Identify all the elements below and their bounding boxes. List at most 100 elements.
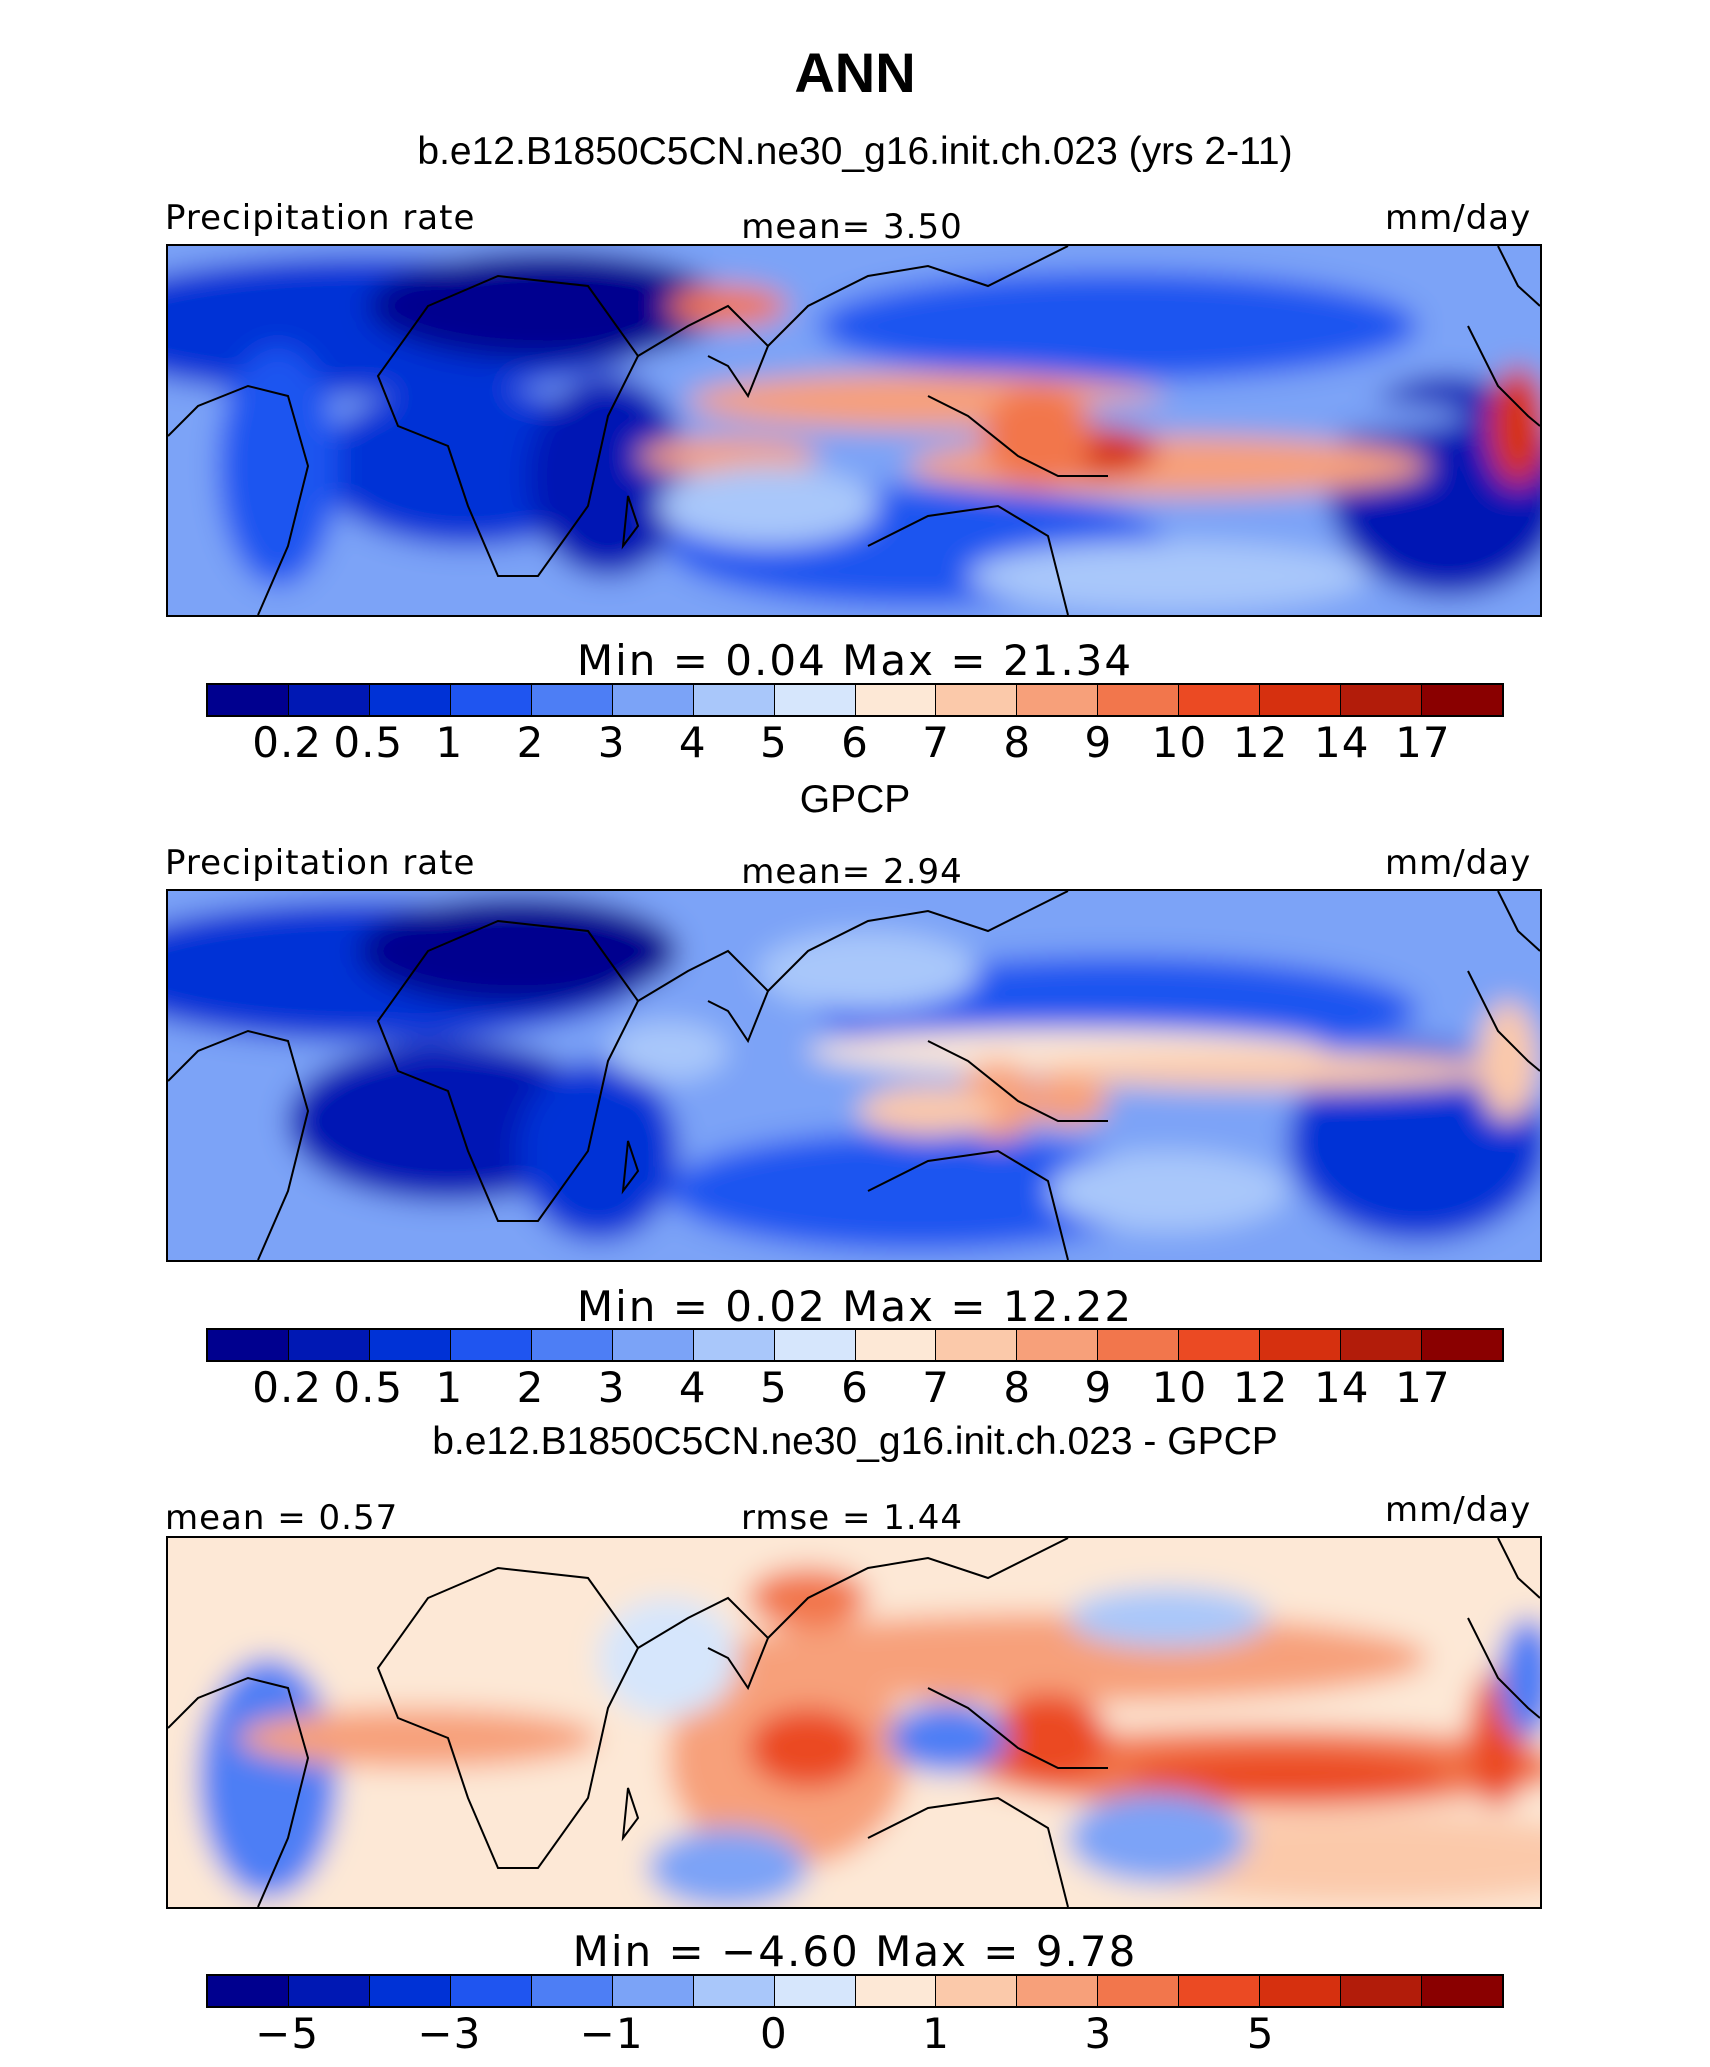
colorbar-tick-label: 8 <box>1003 718 1032 767</box>
colorbar-tick-label: 3 <box>597 1363 626 1412</box>
colorbar-swatch <box>450 685 532 715</box>
colorbar-swatch <box>1341 1330 1423 1360</box>
colorbar-swatch <box>1179 1330 1261 1360</box>
panel-1-left-label: Precipitation rate <box>165 198 476 238</box>
colorbar-swatch <box>288 1976 370 2006</box>
colorbar-tick-label: 1 <box>435 718 464 767</box>
colorbar-tick-label: 12 <box>1232 1363 1289 1412</box>
colorbar-swatch <box>855 1330 937 1360</box>
colorbar-tick-label: 17 <box>1395 718 1451 767</box>
colorbar-swatch <box>1260 1330 1342 1360</box>
colorbar-swatch <box>531 685 613 715</box>
colorbar-swatch <box>936 1330 1018 1360</box>
panel-1-colorbar <box>206 683 1504 717</box>
colorbar-swatch <box>1341 685 1423 715</box>
colorbar-swatch <box>612 1330 694 1360</box>
colorbar-swatch <box>1017 1976 1099 2006</box>
panel-2-left-label: Precipitation rate <box>165 843 476 883</box>
colorbar-swatch <box>1098 685 1180 715</box>
panel-3-rmse-label: rmse = 1.44 <box>741 1498 963 1538</box>
colorbar-swatch <box>774 685 856 715</box>
colorbar-tick-label: −5 <box>255 2009 320 2058</box>
colorbar-tick-label: 10 <box>1151 1363 1208 1412</box>
panel-1-title: b.e12.B1850C5CN.ne30_g16.init.ch.023 (yr… <box>417 130 1293 173</box>
colorbar-swatch <box>531 1976 613 2006</box>
colorbar-swatch <box>1260 1976 1342 2006</box>
colorbar-tick-label: 5 <box>760 718 788 767</box>
coastlines <box>168 1538 1540 1907</box>
colorbar-tick-label: 17 <box>1395 1363 1451 1412</box>
panel-3-colorbar <box>206 1974 1504 2008</box>
colorbar-tick-label: 14 <box>1314 1363 1370 1412</box>
panel-3-minmax: Min = −4.60 Max = 9.78 <box>572 1927 1138 1976</box>
panel-3-colorbar-ticks: −5 −3 −1 0 1 3 5 <box>206 2009 1504 2059</box>
colorbar-tick-label: 0 <box>760 2009 788 2058</box>
colorbar-swatch <box>1260 685 1342 715</box>
panel-1-colorbar-ticks: 0.2 0.5 1 2 3 4 5 6 7 8 9 10 12 14 17 <box>206 718 1504 768</box>
colorbar-tick-label: 3 <box>597 718 626 767</box>
colorbar-swatch <box>208 685 289 715</box>
colorbar-swatch <box>1341 1976 1423 2006</box>
colorbar-swatch <box>693 1330 775 1360</box>
colorbar-tick-label: 8 <box>1003 1363 1032 1412</box>
colorbar-swatch <box>1017 1330 1099 1360</box>
colorbar-tick-label: 1 <box>922 2009 950 2058</box>
colorbar-tick-label: 10 <box>1151 718 1208 767</box>
colorbar-tick-label: 0.2 <box>252 1363 323 1412</box>
colorbar-tick-label: 9 <box>1084 1363 1113 1412</box>
colorbar-tick-label: 9 <box>1084 718 1113 767</box>
colorbar-tick-label: 4 <box>678 1363 707 1412</box>
colorbar-swatch <box>855 1976 937 2006</box>
panel-2-map <box>166 889 1542 1262</box>
colorbar-tick-label: 7 <box>922 1363 950 1412</box>
colorbar-tick-label: 6 <box>841 718 869 767</box>
colorbar-swatch <box>612 1976 694 2006</box>
colorbar-swatch <box>369 1976 451 2006</box>
colorbar-swatch <box>1179 1976 1261 2006</box>
colorbar-swatch <box>774 1330 856 1360</box>
colorbar-tick-label: 0.2 <box>252 718 323 767</box>
colorbar-swatch <box>1098 1330 1180 1360</box>
colorbar-tick-label: −1 <box>579 2009 644 2058</box>
panel-1-units-label: mm/day <box>1385 198 1532 238</box>
colorbar-swatch <box>369 685 451 715</box>
figure-title: ANN <box>794 41 916 104</box>
panel-1-minmax: Min = 0.04 Max = 21.34 <box>576 636 1134 685</box>
panel-3-map <box>166 1536 1542 1909</box>
colorbar-tick-label: 5 <box>1246 2009 1275 2058</box>
panel-1-mean-label: mean= 3.50 <box>741 207 963 247</box>
colorbar-swatch <box>1422 685 1502 715</box>
panel-1-map <box>166 244 1542 617</box>
colorbar-swatch <box>936 1976 1018 2006</box>
colorbar-swatch <box>1422 1976 1502 2006</box>
colorbar-tick-label: 1 <box>435 1363 464 1412</box>
colorbar-swatch <box>1179 685 1261 715</box>
panel-2-minmax: Min = 0.02 Max = 12.22 <box>576 1282 1134 1331</box>
colorbar-swatch <box>855 685 937 715</box>
panel-3-title: b.e12.B1850C5CN.ne30_g16.init.ch.023 - G… <box>432 1420 1278 1463</box>
colorbar-tick-label: 0.5 <box>333 1363 404 1412</box>
panel-2-units-label: mm/day <box>1385 843 1532 883</box>
colorbar-tick-label: 2 <box>516 1363 545 1412</box>
coastlines <box>168 246 1540 615</box>
panel-3-mean-label: mean = 0.57 <box>165 1498 399 1538</box>
coastlines <box>168 891 1540 1260</box>
colorbar-tick-label: 6 <box>841 1363 869 1412</box>
colorbar-tick-label: 2 <box>516 718 545 767</box>
colorbar-swatch <box>612 685 694 715</box>
colorbar-tick-label: 14 <box>1314 718 1370 767</box>
colorbar-swatch <box>450 1976 532 2006</box>
colorbar-swatch <box>288 1330 370 1360</box>
colorbar-swatch <box>693 1976 775 2006</box>
colorbar-swatch <box>1098 1976 1180 2006</box>
colorbar-swatch <box>208 1330 289 1360</box>
panel-2-colorbar <box>206 1328 1504 1362</box>
colorbar-tick-label: 12 <box>1232 718 1289 767</box>
panel-2-title: GPCP <box>799 778 911 821</box>
colorbar-swatch <box>693 685 775 715</box>
colorbar-tick-label: 5 <box>760 1363 788 1412</box>
colorbar-tick-label: 0.5 <box>333 718 404 767</box>
panel-2-mean-label: mean= 2.94 <box>741 852 963 892</box>
colorbar-swatch <box>774 1976 856 2006</box>
colorbar-tick-label: 3 <box>1084 2009 1113 2058</box>
